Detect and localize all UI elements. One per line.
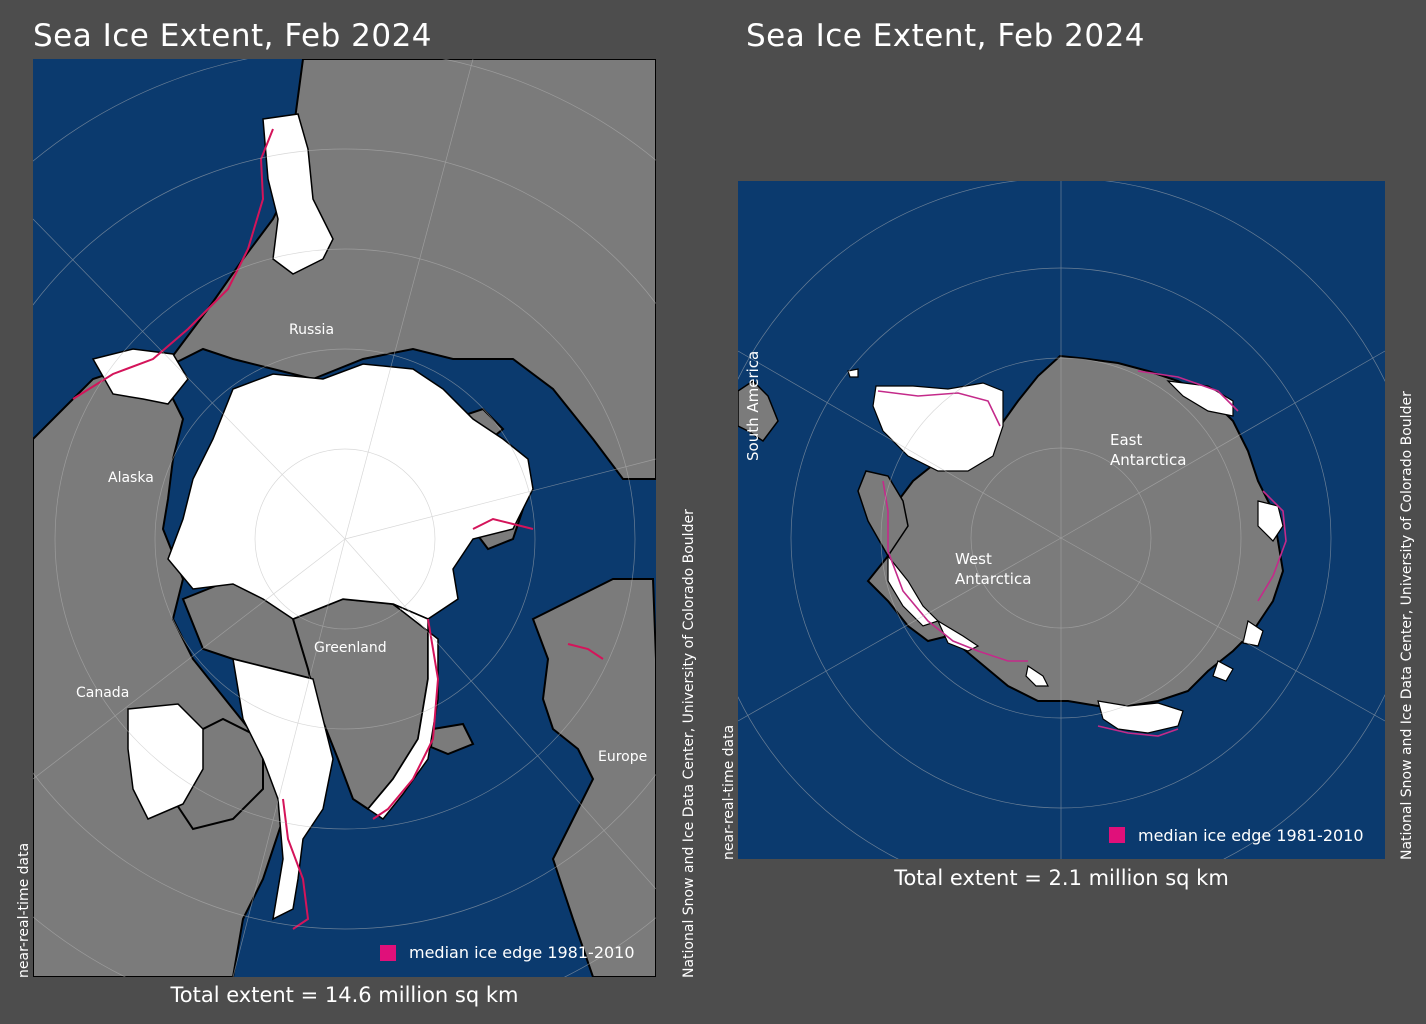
antarctic-sea-ice [847, 368, 1284, 734]
arctic-map-canvas: Russia Alaska Canada Greenland Europe me… [33, 59, 656, 977]
arctic-sea-ice [91, 113, 534, 921]
antarctic-total: Total extent = 2.1 million sq km [894, 866, 1229, 890]
label-south-america: South America [744, 351, 762, 461]
antarctic-map: East Antarctica West Antarctica South Am… [738, 181, 1385, 859]
arctic-total: Total extent = 14.6 million sq km [170, 983, 519, 1007]
antarctic-map-canvas: East Antarctica West Antarctica South Am… [738, 181, 1385, 859]
antarctic-median-edge [877, 370, 1287, 737]
antarctic-legend-swatch [1109, 827, 1125, 843]
label-east-antarctica-2: Antarctica [1110, 451, 1186, 469]
credit-text-2: National Snow and Ice Data Center, Unive… [1399, 391, 1415, 860]
label-russia: Russia [289, 322, 334, 338]
antarctic-title: Sea Ice Extent, Feb 2024 [746, 18, 1146, 54]
arctic-map: Russia Alaska Canada Greenland Europe me… [33, 59, 656, 977]
label-europe: Europe [598, 749, 647, 765]
label-alaska: Alaska [108, 470, 154, 486]
label-east-antarctica-1: East [1110, 431, 1142, 449]
arctic-median-edge [72, 128, 604, 930]
antarctic-land-continent [866, 354, 1285, 707]
label-canada: Canada [76, 685, 129, 701]
credit-text-1: National Snow and Ice Data Center, Unive… [681, 509, 697, 978]
arctic-land [33, 59, 656, 977]
arctic-graticule [33, 59, 656, 977]
antarctic-side-note: near-real-time data [721, 724, 737, 860]
label-west-antarctica-2: Antarctica [955, 570, 1031, 588]
label-west-antarctica-1: West [955, 550, 992, 568]
antarctic-legend-label: median ice edge 1981-2010 [1138, 826, 1364, 845]
arctic-side-note: near-real-time data [16, 842, 32, 978]
antarctic-graticule [738, 181, 1385, 859]
arctic-legend-label: median ice edge 1981-2010 [409, 943, 635, 962]
antarctic-land-south-america [738, 380, 779, 443]
arctic-legend-swatch [380, 945, 396, 961]
label-greenland: Greenland [314, 640, 387, 656]
arctic-title: Sea Ice Extent, Feb 2024 [33, 18, 433, 54]
